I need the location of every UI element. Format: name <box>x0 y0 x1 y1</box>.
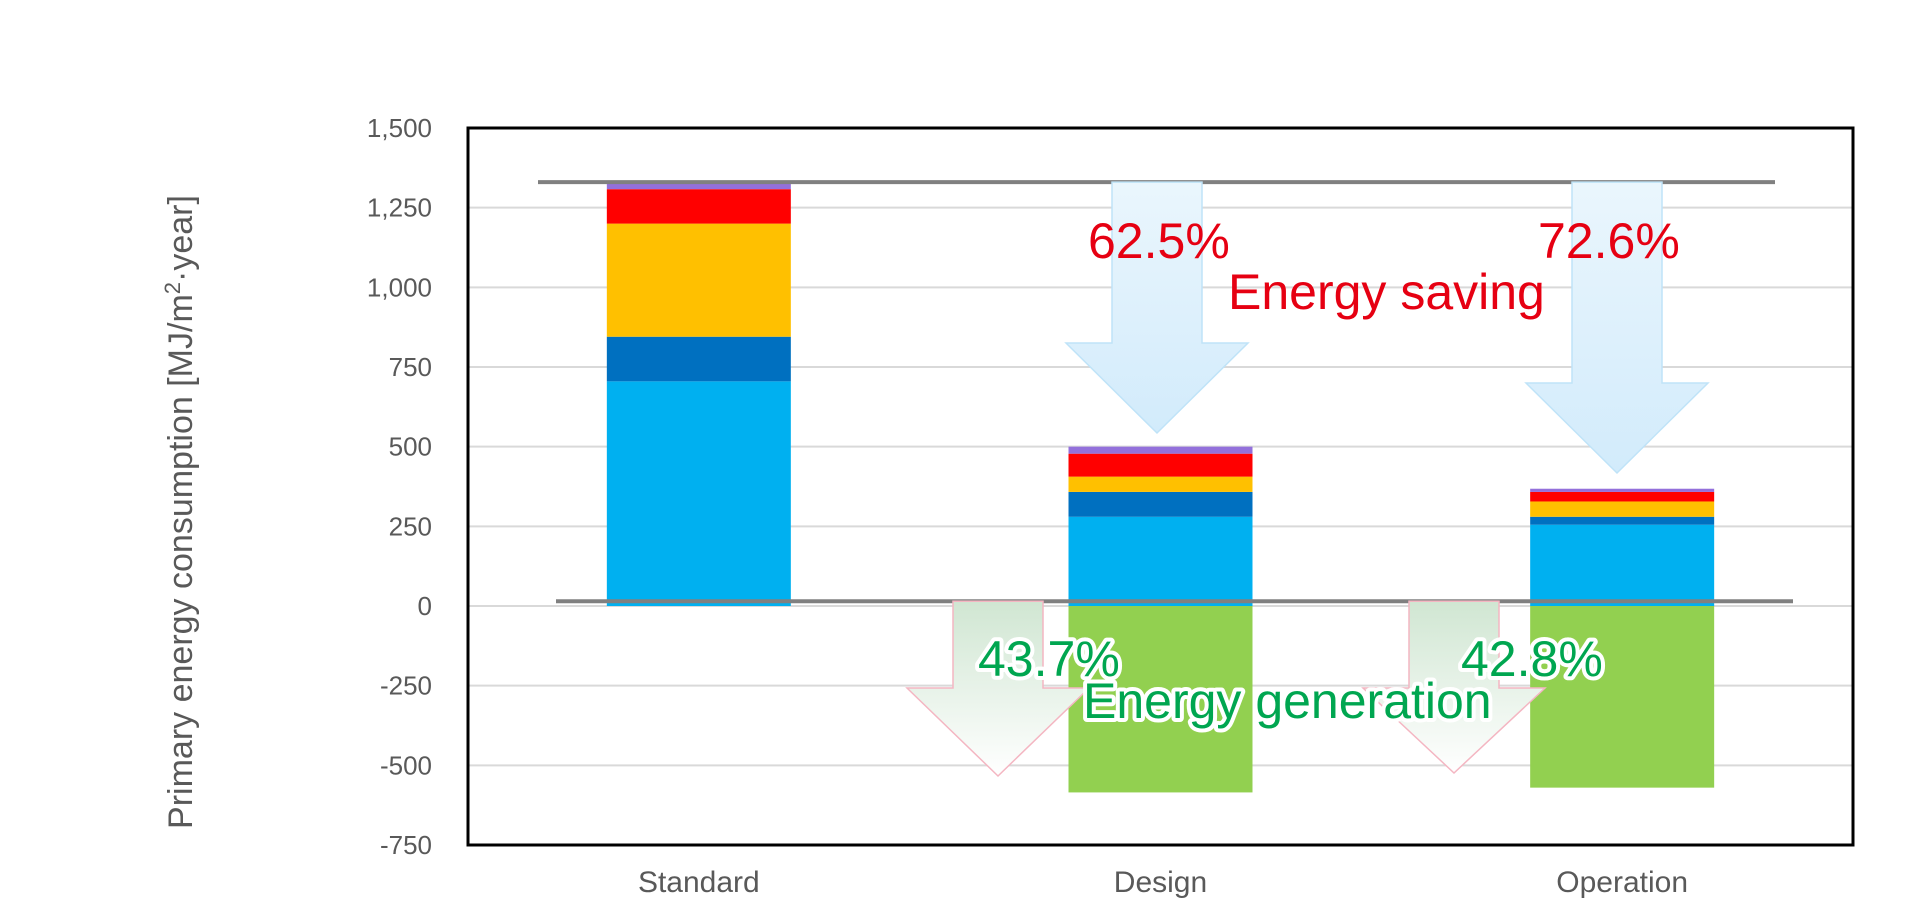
y-axis-label-tail: ·year] <box>162 195 200 282</box>
x-category-label: Design <box>1114 866 1207 899</box>
saving-arrow-icon <box>1064 181 1250 435</box>
saving-arrow-icon <box>1524 181 1710 475</box>
y-tick-label: 250 <box>389 511 432 541</box>
y-tick-label: 0 <box>418 591 432 621</box>
saving-design-pct: 62.5% <box>1088 213 1230 269</box>
y-axis-ticks: 1,500 1,250 1,000 750 500 250 0 -250 -500 -750 <box>367 113 432 860</box>
generation-arrow-icon <box>1361 600 1547 775</box>
bar-segment <box>606 381 791 606</box>
y-tick-label: 1,000 <box>367 272 432 302</box>
plot-frame <box>466 126 1855 847</box>
bar-segment <box>1530 516 1715 525</box>
y-tick-label: -250 <box>380 671 432 701</box>
bar-segment <box>606 182 791 190</box>
saving-operation-pct: 72.6% <box>1538 213 1680 269</box>
bar-segment <box>606 189 791 224</box>
bar-segment <box>1068 476 1253 492</box>
y-axis-label: Primary energy consumption [MJ/m2·year] <box>160 195 200 829</box>
bar-segment <box>606 223 791 337</box>
bar-segment <box>1530 491 1715 502</box>
energy-saving-label: Energy saving <box>1228 264 1545 320</box>
y-axis-label-sup: 2 <box>160 282 185 294</box>
y-tick-label: 1,500 <box>367 113 432 143</box>
x-category-label: Standard <box>638 866 760 899</box>
arrows <box>905 181 1710 778</box>
bar-segment <box>1530 524 1715 606</box>
bar-segment <box>1068 516 1253 606</box>
bar-segment <box>1530 501 1715 517</box>
y-tick-label: 750 <box>389 352 432 382</box>
bar-segment <box>1530 606 1715 788</box>
bar-segment <box>1068 606 1253 793</box>
bar-segment <box>1530 488 1715 492</box>
y-tick-label: 500 <box>389 432 432 462</box>
x-axis-categories: Standard Design Operation <box>638 866 1688 899</box>
bar-segment <box>1068 446 1253 454</box>
bar-segment <box>1068 491 1253 517</box>
bar-segment <box>606 336 791 382</box>
bar-segment <box>1068 453 1253 477</box>
generation-design-pct: 43.7% <box>978 631 1120 687</box>
generation-operation-pct: 42.8% <box>1461 631 1603 687</box>
energy-generation-label: Energy generation <box>1083 673 1492 729</box>
y-tick-label: 1,250 <box>367 193 432 223</box>
bars <box>606 182 1715 793</box>
generation-arrow-icon <box>905 600 1091 778</box>
x-category-label: Operation <box>1556 866 1688 899</box>
y-axis-label-main: Primary energy consumption [MJ/m <box>162 294 200 829</box>
y-tick-label: -500 <box>380 750 432 780</box>
y-tick-label: -750 <box>380 830 432 860</box>
